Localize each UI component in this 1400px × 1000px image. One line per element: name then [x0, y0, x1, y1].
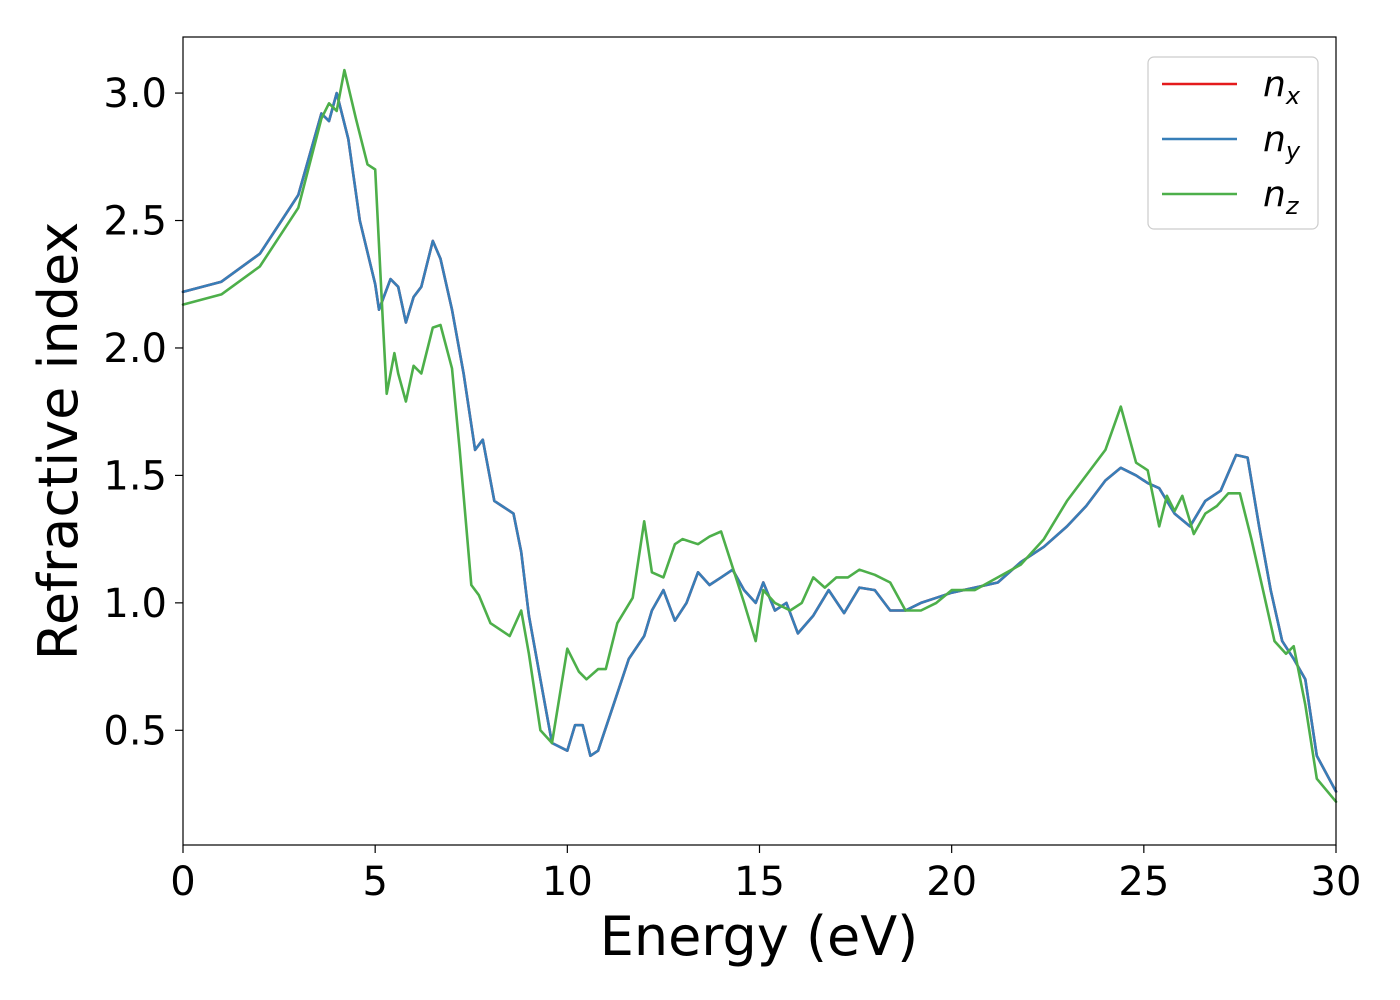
- x-axis-label: Energy (eV): [600, 905, 919, 968]
- x-tick-label: 15: [734, 859, 785, 905]
- y-tick-label: 2.0: [103, 326, 167, 372]
- y-tick-label: 0.5: [103, 708, 167, 754]
- legend-label-y: ny: [1263, 119, 1301, 165]
- y-tick-label: 3.0: [103, 71, 167, 117]
- legend-box: [1147, 56, 1319, 230]
- x-tick-label: 5: [362, 859, 387, 905]
- series-line-z: [181, 68, 1338, 803]
- y-tick-label: 1.5: [103, 453, 167, 499]
- x-tick-label: 0: [170, 859, 195, 905]
- x-tick-label: 10: [542, 859, 593, 905]
- series-group: [181, 68, 1338, 803]
- x-axis-ticks: 0 5 10 15 20 25 30: [170, 845, 1361, 905]
- legend-label-z: nz: [1263, 174, 1300, 220]
- y-tick-label: 2.5: [103, 199, 167, 245]
- y-tick-label: 1.0: [103, 581, 167, 627]
- y-axis-ticks: 0.5 1.0 1.5 2.0 2.5 3.0: [103, 71, 183, 754]
- legend: nx ny nz: [1147, 56, 1319, 230]
- x-tick-label: 25: [1118, 859, 1169, 905]
- x-tick-label: 30: [1311, 859, 1362, 905]
- legend-label-x: nx: [1263, 64, 1301, 110]
- series-line-y: [181, 91, 1338, 793]
- y-axis-label: Refractive index: [27, 222, 90, 661]
- x-tick-label: 20: [926, 859, 977, 905]
